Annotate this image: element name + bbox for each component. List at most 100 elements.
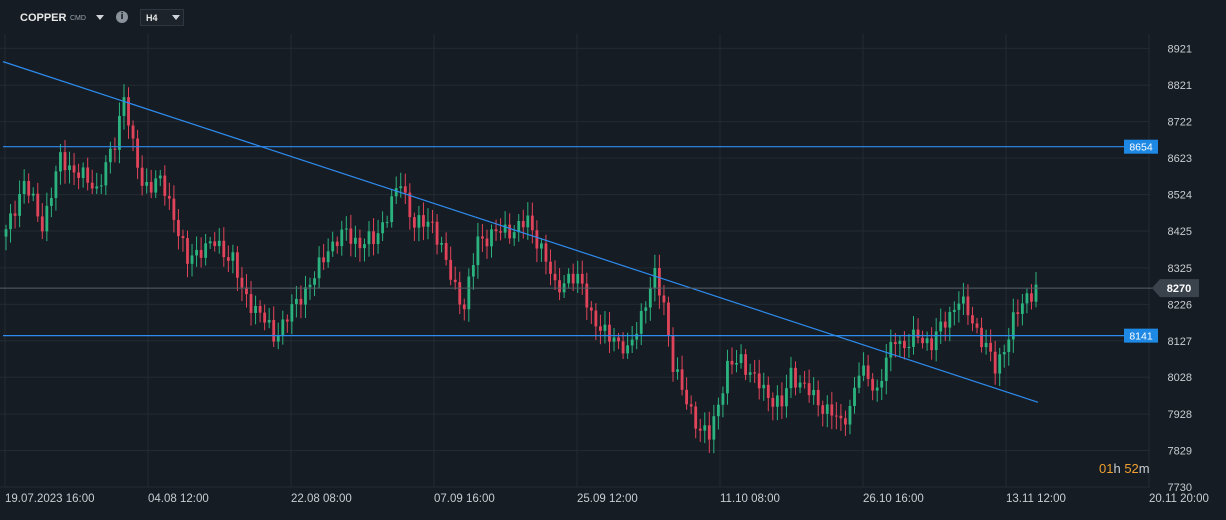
symbol-name[interactable]: COPPER xyxy=(20,12,67,24)
info-icon[interactable]: i xyxy=(116,11,128,23)
candle-bull xyxy=(208,241,212,244)
candle-bear xyxy=(594,310,598,327)
candle-bull xyxy=(108,148,112,163)
candle-bull xyxy=(417,215,421,228)
candle-bull xyxy=(99,185,103,187)
candle-bull xyxy=(118,115,121,150)
y-tick-label: 7730 xyxy=(1168,482,1192,494)
candle-bull xyxy=(526,215,530,228)
candle-bull xyxy=(775,395,779,407)
candle-bear xyxy=(617,337,620,342)
candle-countdown-timer: 01h 52m xyxy=(1099,461,1150,476)
candle-bull xyxy=(385,222,389,224)
candle-bear xyxy=(240,277,244,288)
candle-bear xyxy=(903,340,906,349)
candle-bull xyxy=(862,365,865,376)
candle-bull xyxy=(880,380,884,388)
symbol-dropdown-icon[interactable] xyxy=(96,15,104,20)
y-tick-label: 8127 xyxy=(1168,336,1192,348)
candle-bull xyxy=(726,360,729,394)
candle-bear xyxy=(13,213,17,216)
candle-bear xyxy=(508,224,512,239)
candle-bear xyxy=(598,326,602,331)
candle-bull xyxy=(294,298,298,305)
candle-bear xyxy=(989,342,993,352)
candle-bear xyxy=(680,369,684,390)
candle-bear xyxy=(349,228,353,244)
candle-bear xyxy=(449,259,453,280)
candle-bear xyxy=(403,186,407,193)
timeframe-select[interactable]: H4 xyxy=(140,9,184,26)
candle-bull xyxy=(925,338,929,344)
candle-bull xyxy=(68,165,71,171)
candle-bear xyxy=(63,152,67,171)
candle-bull xyxy=(376,233,380,245)
candle-bull xyxy=(884,357,888,381)
candle-bear xyxy=(462,304,466,310)
candle-bull xyxy=(353,237,357,244)
candle-bear xyxy=(149,181,153,193)
candle-bull xyxy=(195,250,198,256)
candle-bear xyxy=(662,295,666,303)
candle-bull xyxy=(703,425,707,431)
candle-bull xyxy=(22,180,26,195)
candle-bear xyxy=(177,219,180,237)
candle-bull xyxy=(626,345,630,354)
candle-bull xyxy=(952,309,956,312)
timer-hours-unit: h xyxy=(1113,461,1121,476)
x-tick-label: 20.11 20:00 xyxy=(1149,493,1209,505)
candle-bear xyxy=(667,302,670,336)
candle-bull xyxy=(612,337,616,342)
candle-bull xyxy=(344,228,348,230)
x-tick-label: 07.09 16:00 xyxy=(434,493,495,505)
candle-bear xyxy=(249,294,253,313)
candle-bear xyxy=(40,216,44,232)
candle-bull xyxy=(313,278,316,285)
candle-bull xyxy=(1002,352,1006,355)
candle-bull xyxy=(390,196,394,223)
candle-bear xyxy=(975,323,979,328)
x-tick-label: 11.10 08:00 xyxy=(720,493,780,505)
candle-bear xyxy=(571,273,575,284)
candle-bull xyxy=(440,243,444,245)
candle-bull xyxy=(512,232,516,239)
candle-bear xyxy=(866,365,870,379)
candle-bull xyxy=(471,265,475,277)
candle-bull xyxy=(712,416,716,440)
candle-bear xyxy=(453,279,457,283)
candle-bear xyxy=(530,215,534,231)
candle-bull xyxy=(948,311,952,328)
candle-bear xyxy=(213,241,217,247)
candle-bull xyxy=(934,331,938,351)
candle-bear xyxy=(794,367,797,388)
candle-bull xyxy=(648,287,652,308)
candle-bear xyxy=(499,231,502,233)
candle-bear xyxy=(916,329,920,338)
y-tick-label: 8722 xyxy=(1168,117,1192,129)
candle-bull xyxy=(190,255,194,264)
candle-bear xyxy=(921,337,924,344)
candle-bull xyxy=(503,224,507,233)
candle-bear xyxy=(431,221,434,223)
candle-bear xyxy=(36,193,40,217)
candle-bull xyxy=(394,188,398,197)
candle-bear xyxy=(136,138,139,168)
candle-bull xyxy=(1007,339,1011,353)
candle-bull xyxy=(644,307,648,311)
candle-bear xyxy=(608,324,611,342)
candle-bear xyxy=(871,378,875,391)
candle-bear xyxy=(671,335,675,372)
candle-bull xyxy=(281,319,285,336)
candle-bull xyxy=(639,310,643,334)
candle-bull xyxy=(984,342,988,348)
candle-bull xyxy=(857,375,861,388)
y-tick-label: 8623 xyxy=(1168,153,1192,165)
candle-bear xyxy=(335,241,339,247)
candle-bull xyxy=(812,389,816,396)
candle-bull xyxy=(18,194,22,216)
candle-bull xyxy=(540,243,543,249)
candle-bear xyxy=(140,167,144,186)
trendline xyxy=(2,61,1039,403)
